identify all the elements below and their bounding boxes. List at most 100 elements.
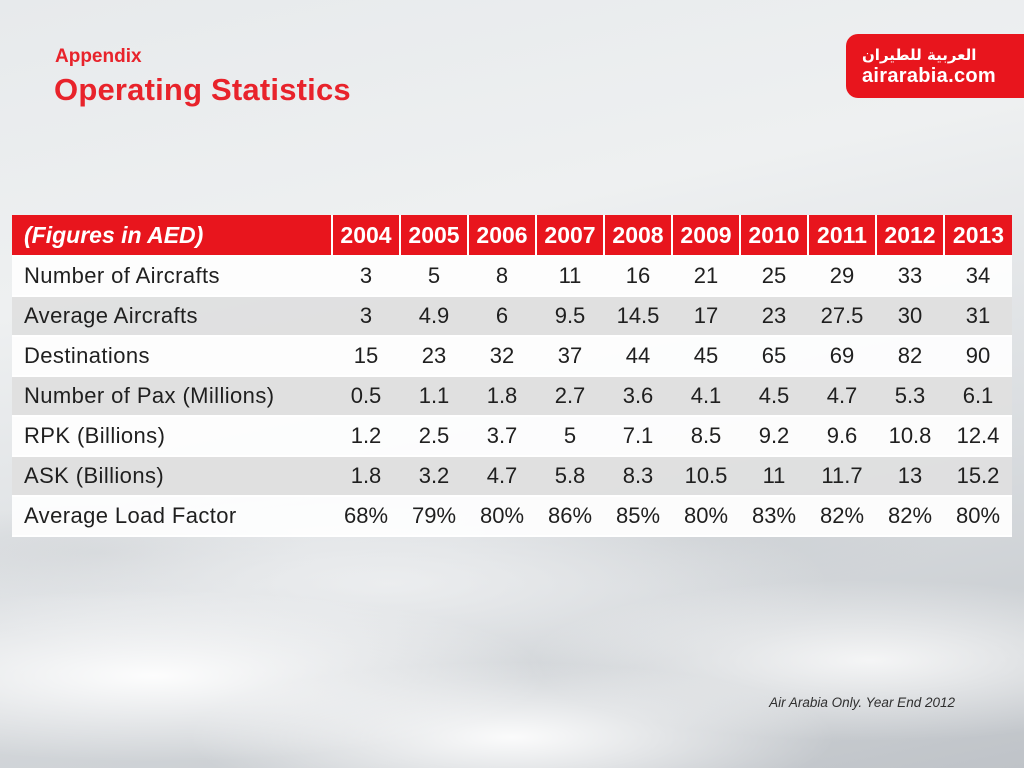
row-label: Destinations — [12, 335, 332, 377]
row-value: 33 — [876, 255, 944, 297]
row-value: 4.7 — [808, 375, 876, 417]
row-value: 9.2 — [740, 415, 808, 457]
row-value: 1.8 — [468, 375, 536, 417]
table-header-year: 2012 — [875, 215, 945, 257]
row-value: 8 — [468, 255, 536, 297]
row-value: 83% — [740, 495, 808, 537]
row-value: 68% — [332, 495, 400, 537]
row-value: 85% — [604, 495, 672, 537]
row-value: 4.5 — [740, 375, 808, 417]
row-value: 65 — [740, 335, 808, 377]
row-value: 37 — [536, 335, 604, 377]
table-row: RPK (Billions) 1.2 2.5 3.7 5 7.1 8.5 9.2 9.6 10.8… — [12, 415, 1012, 457]
row-value: 14.5 — [604, 295, 672, 337]
row-value: 3 — [332, 255, 400, 297]
row-label: RPK (Billions) — [12, 415, 332, 457]
airarabia-logo: العربية للطيران airarabia.com — [846, 34, 1024, 98]
slide-kicker: Appendix — [55, 46, 142, 67]
row-value: 11.7 — [808, 455, 876, 497]
table-header-year: 2004 — [331, 215, 401, 257]
row-value: 3.2 — [400, 455, 468, 497]
row-value: 4.1 — [672, 375, 740, 417]
row-value: 23 — [740, 295, 808, 337]
row-value: 80% — [468, 495, 536, 537]
row-value: 0.5 — [332, 375, 400, 417]
row-value: 3 — [332, 295, 400, 337]
row-value: 9.6 — [808, 415, 876, 457]
row-value: 4.9 — [400, 295, 468, 337]
row-value: 79% — [400, 495, 468, 537]
row-value: 25 — [740, 255, 808, 297]
row-label: Number of Pax (Millions) — [12, 375, 332, 417]
row-value: 34 — [944, 255, 1012, 297]
row-value: 4.7 — [468, 455, 536, 497]
row-value: 8.3 — [604, 455, 672, 497]
row-value: 11 — [740, 455, 808, 497]
row-value: 6.1 — [944, 375, 1012, 417]
row-value: 12.4 — [944, 415, 1012, 457]
row-label: ASK (Billions) — [12, 455, 332, 497]
row-value: 7.1 — [604, 415, 672, 457]
row-value: 29 — [808, 255, 876, 297]
row-label: Average Load Factor — [12, 495, 332, 537]
table-row: Number of Aircrafts 3 5 8 11 16 21 25 29 33 34 — [12, 255, 1012, 297]
table-header-year: 2011 — [807, 215, 877, 257]
row-value: 82% — [876, 495, 944, 537]
row-value: 21 — [672, 255, 740, 297]
row-value: 15 — [332, 335, 400, 377]
row-value: 23 — [400, 335, 468, 377]
table-row: Number of Pax (Millions) 0.5 1.1 1.8 2.7 3.6 4… — [12, 375, 1012, 417]
footnote: Air Arabia Only. Year End 2012 — [769, 695, 955, 710]
row-value: 5 — [536, 415, 604, 457]
stats-table: (Figures in AED) 2004 2005 2006 2007 2008 2009… — [12, 215, 1012, 537]
table-header-label: (Figures in AED) — [12, 215, 333, 257]
row-value: 27.5 — [808, 295, 876, 337]
table-row: Average Aircrafts 3 4.9 6 9.5 14.5 17 23 27.5 30 3… — [12, 295, 1012, 337]
row-value: 1.2 — [332, 415, 400, 457]
table-header-year: 2009 — [671, 215, 741, 257]
row-value: 3.7 — [468, 415, 536, 457]
row-value: 32 — [468, 335, 536, 377]
logo-site-text: airarabia.com — [862, 65, 996, 88]
row-value: 90 — [944, 335, 1012, 377]
row-value: 10.8 — [876, 415, 944, 457]
row-value: 15.2 — [944, 455, 1012, 497]
row-value: 5 — [400, 255, 468, 297]
table-header-year: 2008 — [603, 215, 673, 257]
row-value: 6 — [468, 295, 536, 337]
row-value: 1.1 — [400, 375, 468, 417]
row-value: 2.7 — [536, 375, 604, 417]
table-header-year: 2007 — [535, 215, 605, 257]
row-label: Average Aircrafts — [12, 295, 332, 337]
table-header-year: 2010 — [739, 215, 809, 257]
row-value: 9.5 — [536, 295, 604, 337]
table-header-year: 2005 — [399, 215, 469, 257]
table-header-year: 2006 — [467, 215, 537, 257]
row-value: 17 — [672, 295, 740, 337]
table-row: Destinations 15 23 32 37 44 45 65 69 82 90 — [12, 335, 1012, 377]
row-value: 10.5 — [672, 455, 740, 497]
row-value: 86% — [536, 495, 604, 537]
row-value: 82% — [808, 495, 876, 537]
row-value: 11 — [536, 255, 604, 297]
row-value: 80% — [944, 495, 1012, 537]
table-row: Average Load Factor 68% 79% 80% 86% 85% 80% 83%… — [12, 495, 1012, 537]
row-value: 1.8 — [332, 455, 400, 497]
table-header-year: 2013 — [943, 215, 1012, 257]
row-value: 30 — [876, 295, 944, 337]
row-value: 82 — [876, 335, 944, 377]
row-value: 44 — [604, 335, 672, 377]
page-title: Operating Statistics — [54, 72, 351, 107]
row-value: 3.6 — [604, 375, 672, 417]
row-value: 31 — [944, 295, 1012, 337]
row-value: 80% — [672, 495, 740, 537]
stats-table-head: (Figures in AED) 2004 2005 2006 2007 2008 2009… — [12, 215, 1012, 257]
row-value: 5.8 — [536, 455, 604, 497]
table-header-row: (Figures in AED) 2004 2005 2006 2007 2008 2009… — [12, 215, 1012, 257]
row-value: 8.5 — [672, 415, 740, 457]
row-label: Number of Aircrafts — [12, 255, 332, 297]
table-row: ASK (Billions) 1.8 3.2 4.7 5.8 8.3 10.5 11 11.7 1… — [12, 455, 1012, 497]
row-value: 13 — [876, 455, 944, 497]
row-value: 5.3 — [876, 375, 944, 417]
